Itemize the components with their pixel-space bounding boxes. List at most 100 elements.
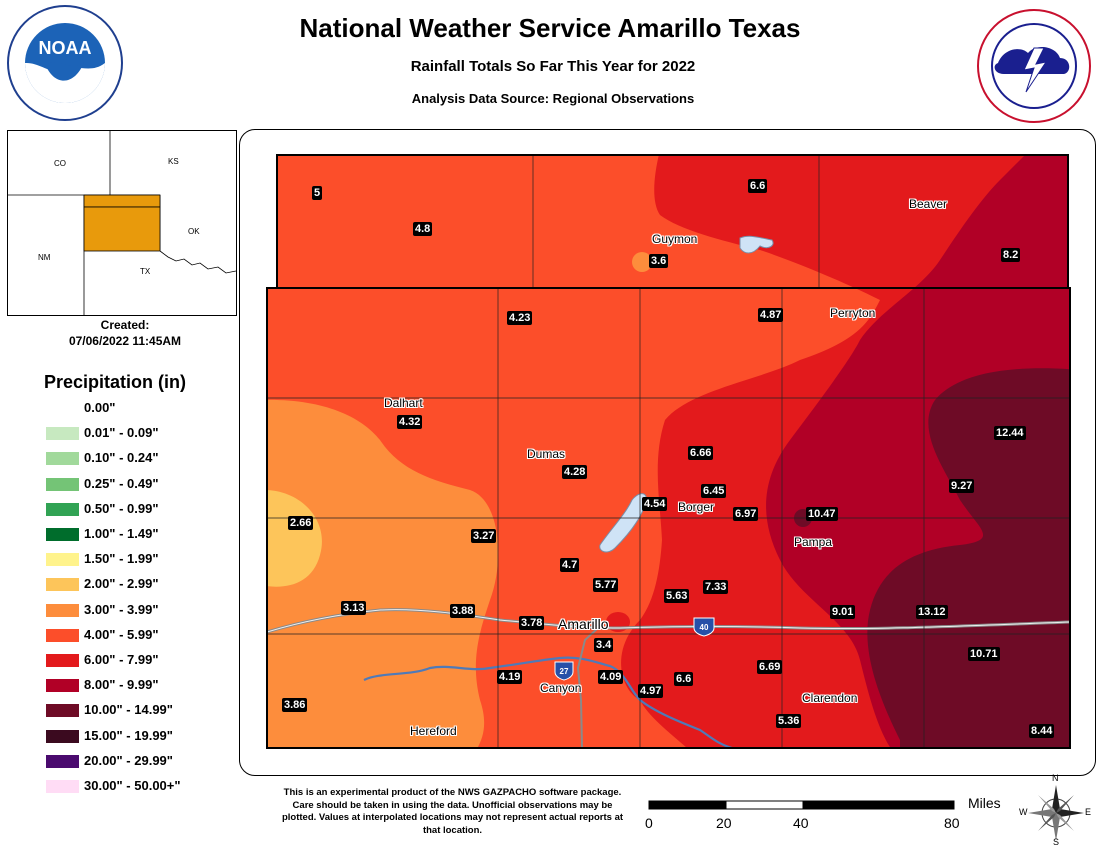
legend-label: 0.25" - 0.49" [84,475,159,491]
legend-label: 1.00" - 1.49" [84,526,159,541]
town-label-pampa: Pampa [794,535,833,549]
precip-value: 4.8 [413,222,433,236]
legend-swatch [46,704,79,718]
compass-north: N [1052,773,1059,783]
legend-label: 0.00" [84,400,116,415]
precip-value: 3.78 [519,616,545,630]
inset-label-tx: TX [140,267,151,276]
precip-value: 4.23 [507,311,533,325]
disclaimer-text: This is an experimental product of the N… [281,787,624,836]
legend-swatch [46,654,79,667]
precip-value: 6.97 [733,507,759,521]
precip-value: 9.01 [830,605,856,619]
precip-value: 3.4 [594,638,614,652]
precip-value: 5.36 [776,714,802,728]
svg-text:NOAA: NOAA [39,38,92,58]
precip-value: 10.47 [806,507,838,521]
legend-label: 6.00" - 7.99" [84,652,159,667]
precip-value: 6.6 [674,672,694,686]
legend-swatch [46,780,79,793]
precip-value: 7.33 [703,580,729,594]
precip-value: 2.66 [288,516,314,530]
precip-value: 4.97 [638,684,664,698]
precip-value: 4.87 [758,308,784,322]
legend-label: 0.10" - 0.24" [84,450,159,466]
legend-swatch [46,729,79,743]
legend-label: 8.00" - 9.99" [84,677,159,693]
precip-value: 5.77 [593,578,619,592]
inset-label-ks: KS [168,157,179,166]
town-label-amarillo: Amarillo [558,616,609,632]
precip-value: 13.12 [916,605,948,619]
legend-label: 1.50" - 1.99" [84,551,159,567]
scale-tick-label: 20 [716,815,732,831]
legend-swatch [46,427,79,441]
legend-label: 2.00" - 2.99" [84,576,159,592]
town-label-perryton: Perryton [830,306,876,320]
town-label-guymon: Guymon [652,232,698,246]
page-title: National Weather Service Amarillo Texas [299,13,801,43]
scale-tick-label: 80 [944,815,960,831]
precip-value: 4.28 [562,465,588,479]
scale-tick-label: 40 [793,815,809,831]
noaa-logo: NOAA [6,4,124,122]
precip-value: 8.2 [1001,248,1021,262]
svg-text:40: 40 [700,623,709,632]
legend-label: 3.00" - 3.99" [84,601,159,617]
legend-label: 15.00" - 19.99" [84,727,173,743]
town-label-dumas: Dumas [527,447,566,461]
town-label-dalhart: Dalhart [384,396,423,410]
inset-label-nm: NM [38,253,51,262]
interstate-27-shield: 27 [554,661,574,681]
nws-logo [976,8,1092,124]
inset-label-co: CO [54,159,66,168]
scale-units-label: Miles [968,795,1001,811]
precip-value: 3.6 [649,254,669,268]
precip-value: 3.88 [450,604,476,618]
scale-bar [648,800,955,810]
precip-value: 8.44 [1029,724,1055,738]
town-label-canyon: Canyon [540,681,582,695]
precip-value: 6.45 [701,484,727,498]
precip-value: 12.44 [994,426,1026,440]
town-label-borger: Borger [678,500,715,514]
precip-value: 4.54 [642,497,668,511]
legend-swatch [46,628,79,642]
compass-west: W [1019,807,1028,817]
inset-label-ok: OK [188,227,200,236]
town-label-hereford: Hereford [410,724,457,738]
precip-value: 4.32 [397,415,423,429]
precip-value: 5.63 [664,589,690,603]
precip-value: 4.19 [497,670,523,684]
legend-label: 10.00" - 14.99" [84,702,173,718]
page-subtitle: Rainfall Totals So Far This Year for 202… [410,58,696,75]
compass-south: S [1053,837,1060,847]
precip-value: 5 [312,186,323,200]
legend-label: 4.00" - 5.99" [84,626,159,642]
legend-swatch [46,578,79,592]
precip-value: 4.09 [598,670,624,684]
created-label: Created: [100,318,150,332]
legend-label: 30.00" - 50.00+" [84,778,181,793]
locator-inset-map: CO KS NM OK TX [7,130,237,316]
legend-swatch [46,402,79,415]
precip-value: 6.66 [688,446,714,460]
precip-value: 3.13 [341,601,367,615]
town-label-beaver: Beaver [909,197,948,211]
precip-value: 9.27 [949,479,975,493]
legend-swatch [46,679,79,693]
precip-value: 6.6 [748,179,768,193]
scale-tick-label: 0 [645,815,653,831]
legend-swatch [46,477,79,491]
legend-label: 0.50" - 0.99" [84,500,159,516]
precip-value: 3.27 [471,529,497,543]
created-date: 07/06/2022 11:45AM [68,334,182,348]
precip-value: 4.7 [560,558,580,572]
precip-value: 10.71 [968,647,1000,661]
legend-swatch [46,452,79,466]
legend-label: 20.00" - 29.99" [84,752,173,768]
data-source-label: Analysis Data Source: Regional Observati… [411,91,695,106]
precip-value: 6.69 [757,660,783,674]
legend-swatch [46,528,79,541]
